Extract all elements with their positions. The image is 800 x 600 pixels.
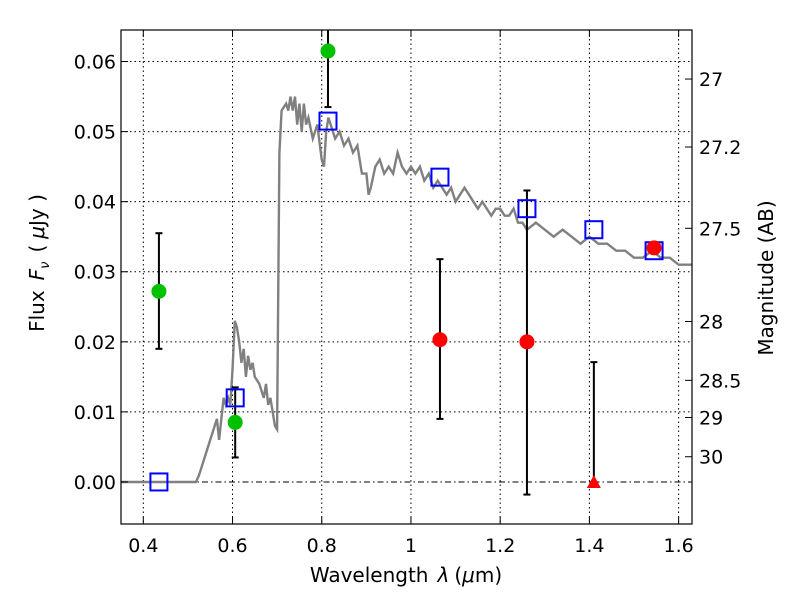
x-axis-label: Wavelength λ (μm) (310, 563, 502, 587)
upper-limit-triangle (586, 474, 601, 488)
detection-point (227, 414, 243, 430)
model-photometry-square (149, 472, 169, 492)
y2-tick-label: 29 (699, 407, 723, 429)
y-axis-unit-open: ( (25, 245, 49, 253)
y-axis-label: Flux Fν ( μJy ) (25, 194, 53, 332)
y-axis-unit-mu: μ (25, 226, 49, 240)
y2-tick-label: 27.2 (699, 137, 741, 159)
low-sn-point (646, 240, 662, 256)
y-axis-label-symbol: F (25, 268, 49, 280)
y2-tick-label: 28.5 (699, 370, 741, 392)
model-photometry-square (430, 167, 450, 187)
model-photometry-square (584, 220, 604, 240)
x-tick-label: 0.4 (128, 535, 158, 557)
y2-tick-label: 27.5 (699, 218, 741, 240)
y2-tick-label: 30 (699, 447, 723, 469)
y-tick-label: 0.03 (74, 262, 116, 284)
model-spectrum-line (121, 96, 692, 484)
y-tick-label: 0.01 (74, 402, 116, 424)
x-tick-label: 0.8 (307, 535, 337, 557)
y-axis-label-subscript: ν (38, 262, 53, 269)
x-tick-label: 1.4 (574, 535, 604, 557)
y-axis-unit-close: Jy ) (25, 194, 49, 228)
model-photometry-square (225, 388, 245, 408)
x-tick-label: 1 (405, 535, 417, 557)
y-tick-label: 0.05 (74, 122, 116, 144)
x-axis-unit-close: m) (475, 563, 502, 587)
y-axis-label-text: Flux (25, 290, 49, 332)
low-sn-point (519, 334, 535, 350)
model-photometry-square (318, 111, 338, 131)
x-axis-label-symbol: λ (436, 563, 449, 587)
y-tick-label: 0.06 (74, 52, 116, 74)
x-axis-label-text: Wavelength (310, 563, 429, 587)
x-axis-unit-mu: μ (461, 563, 475, 587)
y2-tick-label: 27 (699, 69, 723, 91)
x-tick-label: 1.2 (485, 535, 515, 557)
y-tick-label: 0.02 (74, 332, 116, 354)
y-tick-label: 0.04 (74, 192, 116, 214)
model-photometry-square (517, 199, 537, 219)
plot-frame (120, 29, 693, 525)
y-tick-label: 0.00 (74, 472, 116, 494)
axis-ticks (121, 30, 692, 524)
x-tick-label: 1.6 (664, 535, 694, 557)
x-axis-unit-open: ( (454, 563, 462, 587)
y2-tick-label: 28 (699, 311, 723, 333)
data-markers (149, 43, 664, 492)
y2-axis-label: Magnitude (AB) (754, 200, 778, 355)
detection-point (320, 43, 336, 59)
low-sn-point (432, 332, 448, 348)
detection-point (151, 283, 167, 299)
x-tick-label: 0.6 (217, 535, 247, 557)
